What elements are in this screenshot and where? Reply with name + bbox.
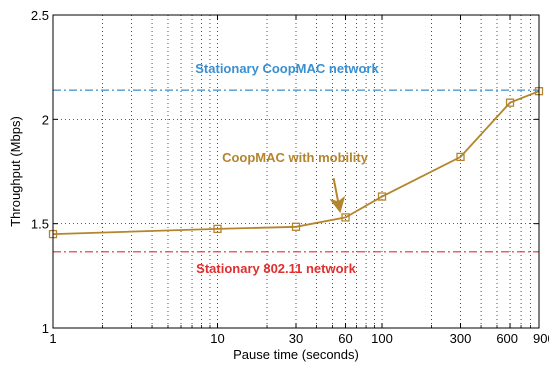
x-axis-label: Pause time (seconds) xyxy=(233,347,359,362)
x-tick-label: 30 xyxy=(289,331,303,346)
y-tick-label: 1.5 xyxy=(31,217,49,232)
data-point-marker xyxy=(213,224,222,234)
x-tick-label: 100 xyxy=(371,331,393,346)
annotation-arrow xyxy=(329,177,346,214)
data-point-marker xyxy=(377,192,387,201)
reference-line-label: Stationary CoopMAC network xyxy=(195,61,379,76)
x-tick-label: 900 xyxy=(533,331,549,346)
data-point-marker xyxy=(341,213,350,222)
x-tick-label: 1 xyxy=(49,331,56,346)
series-layer xyxy=(48,87,544,239)
ticks: 1 10 30 60 100 300 600 900 1 1.5 2 2.5 xyxy=(31,8,549,346)
x-tick-label: 600 xyxy=(496,331,518,346)
data-point-marker xyxy=(456,152,465,162)
x-tick-label: 10 xyxy=(210,331,224,346)
annotations: CoopMAC with mobility xyxy=(222,150,369,214)
x-tick-label: 60 xyxy=(338,331,352,346)
grid xyxy=(53,15,539,328)
y-tick-label: 2.5 xyxy=(31,8,49,23)
annotation-label: CoopMAC with mobility xyxy=(222,150,369,165)
series-line xyxy=(52,90,540,235)
data-point-marker xyxy=(505,98,515,107)
data-point-marker xyxy=(291,222,301,231)
y-tick-label: 1 xyxy=(42,321,49,336)
y-axis-label: Throughput (Mbps) xyxy=(8,116,23,227)
x-tick-label: 300 xyxy=(450,331,472,346)
y-tick-label: 2 xyxy=(42,112,49,127)
reference-line-label: Stationary 802.11 network xyxy=(196,261,356,276)
reference-lines: Stationary CoopMAC network Stationary 802… xyxy=(53,61,539,276)
